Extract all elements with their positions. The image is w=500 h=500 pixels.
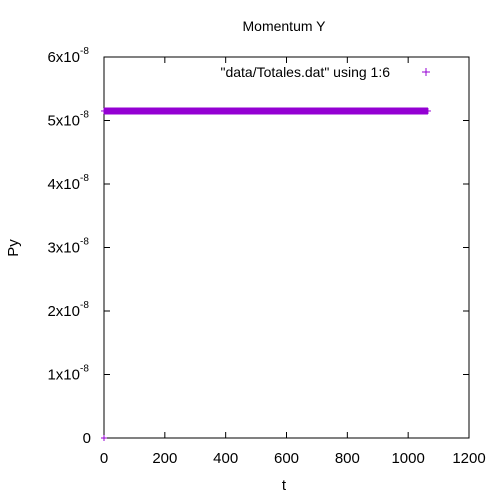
x-tick-label: 800 [335, 450, 360, 467]
y-tick-label: 5x10 [47, 113, 80, 130]
data-point [131, 107, 138, 114]
legend-label: "data/Totales.dat" using 1:6 [221, 64, 391, 80]
x-tick-label: 600 [274, 450, 299, 467]
x-tick-label: 1000 [391, 450, 424, 467]
chart-title: Momentum Y [243, 18, 327, 34]
data-point [161, 107, 168, 114]
y-tick-exponent: -8 [80, 237, 89, 248]
y-tick-exponent: -8 [80, 46, 89, 57]
data-point [283, 107, 290, 114]
data-point [344, 107, 351, 114]
y-tick-label: 1x10 [47, 367, 80, 384]
y-tick-label: 2x10 [47, 303, 80, 320]
y-tick-label: 0 [83, 430, 91, 447]
x-axis: 0 200 400 600 800 1000 1200 [100, 57, 486, 467]
legend: "data/Totales.dat" using 1:6 [221, 64, 430, 80]
x-tick-label: 1200 [452, 450, 485, 467]
series-layer [101, 107, 431, 441]
data-point [253, 107, 260, 114]
y-tick-exponent: -8 [80, 173, 89, 184]
data-point [101, 435, 107, 441]
data-point [192, 107, 199, 114]
y-tick-exponent: -8 [80, 300, 89, 311]
x-tick-label: 0 [100, 450, 108, 467]
x-tick-label: 200 [152, 450, 177, 467]
data-point [313, 107, 320, 114]
data-point [374, 107, 381, 114]
y-axis-label: Py [5, 239, 22, 257]
data-point [405, 107, 412, 114]
x-tick-label: 400 [213, 450, 238, 467]
y-tick-label: 6x10 [47, 49, 80, 66]
data-point [101, 107, 107, 114]
y-tick-exponent: -8 [80, 364, 89, 375]
y-tick-label: 3x10 [47, 240, 80, 257]
data-point [424, 107, 431, 114]
data-point [222, 107, 229, 114]
y-tick-exponent: -8 [80, 110, 89, 121]
legend-marker [422, 68, 430, 76]
y-tick-label: 4x10 [47, 176, 80, 193]
x-axis-label: t [282, 477, 287, 494]
